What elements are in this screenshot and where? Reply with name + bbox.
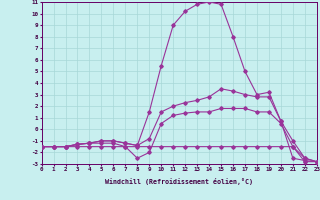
X-axis label: Windchill (Refroidissement éolien,°C): Windchill (Refroidissement éolien,°C) xyxy=(105,178,253,185)
